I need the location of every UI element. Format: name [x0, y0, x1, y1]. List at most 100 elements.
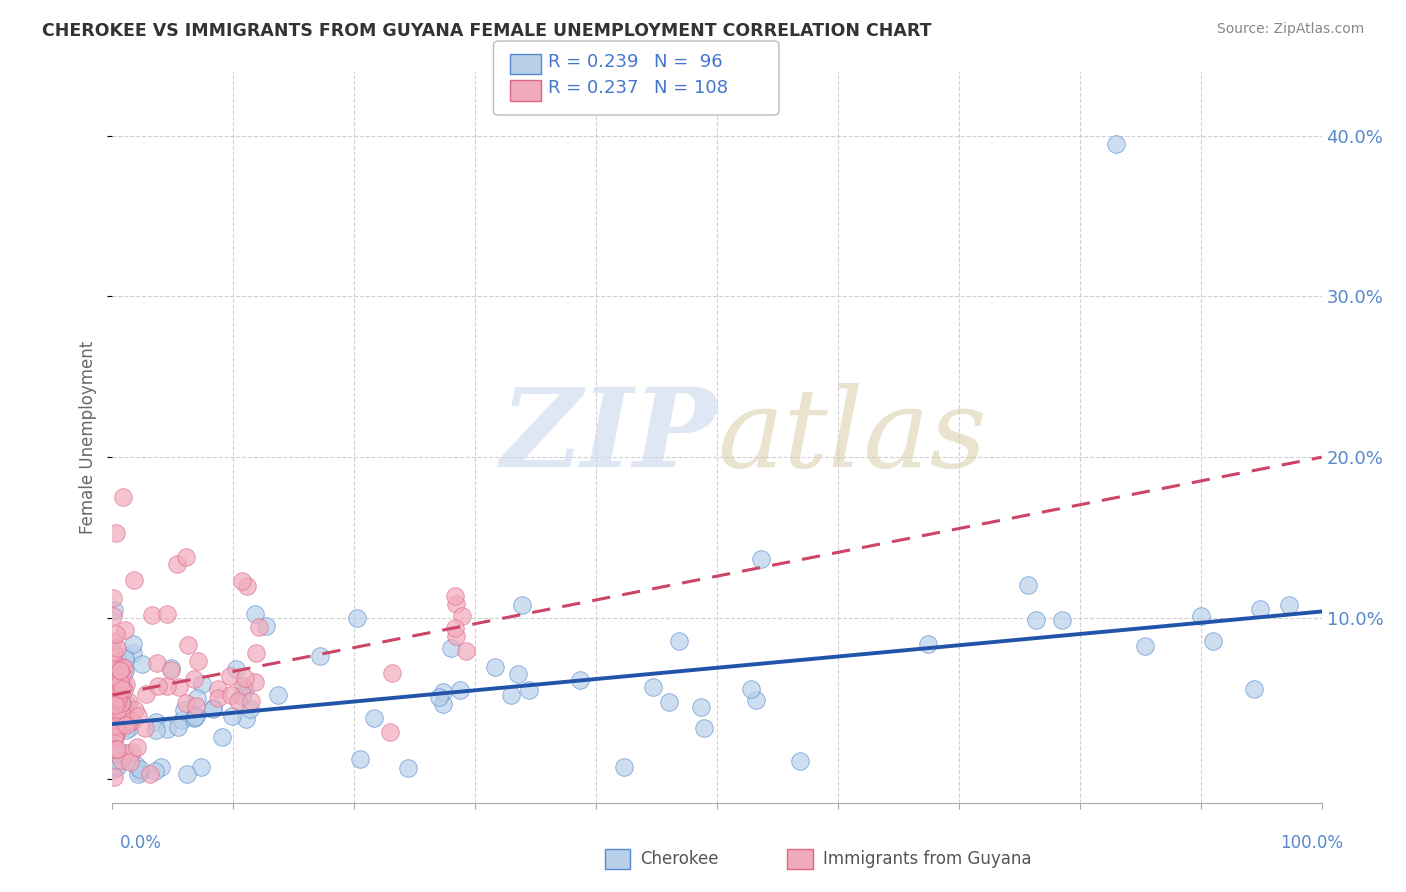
Point	[112, 715, 135, 730]
Point	[454, 644, 477, 658]
Point	[239, 693, 262, 707]
Point	[114, 648, 136, 663]
Point	[108, 665, 131, 679]
Text: atlas: atlas	[717, 384, 987, 491]
Text: Cherokee: Cherokee	[640, 850, 718, 868]
Point	[110, 696, 132, 710]
Point	[101, 679, 124, 693]
Point	[186, 691, 208, 706]
Point	[226, 694, 249, 708]
Point	[254, 618, 277, 632]
Point	[103, 684, 125, 698]
Point	[349, 752, 371, 766]
Point	[184, 698, 207, 713]
Point	[118, 695, 141, 709]
Point	[112, 709, 135, 723]
Text: CHEROKEE VS IMMIGRANTS FROM GUYANA FEMALE UNEMPLOYMENT CORRELATION CHART: CHEROKEE VS IMMIGRANTS FROM GUYANA FEMAL…	[42, 22, 932, 40]
Point	[134, 721, 156, 735]
Text: N =  96: N = 96	[654, 53, 723, 70]
Point	[131, 657, 153, 671]
Point	[236, 579, 259, 593]
Point	[177, 638, 200, 652]
Point	[114, 664, 136, 678]
Point	[112, 491, 135, 505]
Text: Source: ZipAtlas.com: Source: ZipAtlas.com	[1216, 22, 1364, 37]
Point	[107, 691, 129, 706]
Text: Immigrants from Guyana: Immigrants from Guyana	[823, 850, 1031, 868]
Point	[114, 683, 136, 698]
Point	[101, 661, 124, 675]
Point	[112, 678, 135, 692]
Point	[1017, 578, 1039, 592]
Point	[225, 662, 247, 676]
Point	[173, 703, 195, 717]
Point	[363, 711, 385, 725]
Point	[446, 629, 468, 643]
Point	[235, 712, 257, 726]
Point	[103, 703, 125, 717]
Point	[114, 624, 136, 638]
Point	[506, 666, 529, 681]
Point	[103, 633, 125, 648]
Point	[183, 673, 205, 687]
Point	[499, 688, 522, 702]
Point	[104, 682, 127, 697]
Point	[160, 660, 183, 674]
Point	[135, 687, 157, 701]
Point	[104, 741, 127, 756]
Point	[101, 591, 124, 605]
Point	[111, 660, 134, 674]
Point	[145, 657, 167, 671]
Point	[114, 661, 136, 675]
Point	[110, 753, 132, 767]
Point	[917, 637, 939, 651]
Point	[114, 718, 136, 732]
Point	[103, 695, 125, 709]
Point	[243, 607, 266, 622]
Point	[221, 708, 243, 723]
Point	[108, 663, 131, 677]
Point	[120, 755, 142, 769]
Point	[156, 607, 179, 621]
Point	[105, 747, 128, 762]
Point	[125, 758, 148, 772]
Point	[689, 700, 711, 714]
Point	[110, 708, 132, 723]
Point	[219, 669, 242, 683]
Point	[103, 676, 125, 690]
Point	[1249, 601, 1271, 615]
Point	[1277, 599, 1299, 613]
Point	[308, 648, 330, 663]
Point	[121, 637, 143, 651]
Point	[111, 668, 134, 682]
Point	[127, 708, 149, 723]
Point	[105, 685, 128, 699]
Point	[121, 745, 143, 759]
Point	[110, 716, 132, 731]
Point	[449, 683, 471, 698]
Point	[107, 671, 129, 685]
Point	[114, 715, 136, 730]
Point	[103, 655, 125, 669]
Point	[184, 709, 207, 723]
Point	[378, 725, 401, 739]
Point	[1202, 633, 1225, 648]
Point	[233, 671, 256, 685]
Point	[115, 698, 138, 712]
Point	[668, 633, 690, 648]
Point	[1105, 136, 1128, 151]
Point	[396, 761, 419, 775]
Point	[156, 723, 179, 737]
Point	[104, 718, 127, 732]
Point	[740, 682, 762, 697]
Text: ZIP: ZIP	[501, 384, 717, 491]
Point	[641, 680, 664, 694]
Point	[693, 721, 716, 735]
Point	[166, 720, 188, 734]
Point	[115, 723, 138, 738]
Point	[104, 731, 127, 745]
Point	[1243, 681, 1265, 696]
Point	[176, 767, 198, 781]
Point	[101, 697, 124, 711]
Point	[101, 608, 124, 623]
